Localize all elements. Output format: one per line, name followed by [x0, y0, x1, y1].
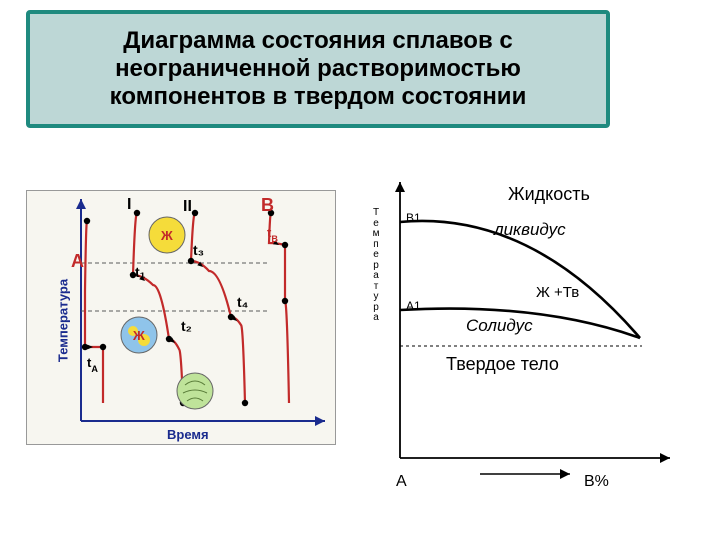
svg-text:Ж: Ж — [160, 228, 173, 243]
svg-text:t₂: t₂ — [181, 318, 192, 334]
right-svg: В1 А1 Жидкость ликвидус Ж +ТвСолидус Твердое … — [370, 170, 690, 490]
svg-text:I: I — [127, 196, 131, 213]
right-phase-diagram: Т е м п е р а т у р аВ1А1Жидкостьликвиду… — [370, 170, 690, 490]
svg-text:Ж +Тв: Ж +Тв — [536, 284, 579, 301]
svg-text:В1: В1 — [406, 211, 421, 225]
svg-text:ликвидус: ликвидус — [493, 220, 566, 239]
left-data-point — [282, 298, 288, 304]
left-data-point — [82, 344, 88, 350]
svg-text:Твердое тело: Твердое тело — [446, 354, 559, 374]
svg-text:А: А — [396, 473, 407, 490]
svg-text:t₄: t₄ — [237, 294, 248, 310]
svg-text:B: B — [261, 195, 274, 215]
svg-text:Солидус: Солидус — [466, 316, 533, 335]
left-cooling-curves-figure: ТемператураВремяЖЖABIIIt₁t₂t₃t₄tAtB — [26, 190, 336, 445]
left-data-point — [192, 210, 198, 216]
left-data-point — [84, 218, 90, 224]
left-data-point — [242, 400, 248, 406]
left-cooling-curve-A — [85, 221, 103, 403]
left-data-point — [188, 258, 194, 264]
svg-text:А1: А1 — [406, 299, 421, 313]
title-box: Диаграмма состояния сплавов с неограниче… — [26, 10, 610, 128]
svg-text:В%: В% — [584, 473, 609, 490]
svg-text:Жидкость: Жидкость — [508, 184, 590, 204]
left-data-point — [282, 242, 288, 248]
svg-text:II: II — [183, 198, 192, 215]
svg-text:t₃: t₃ — [193, 242, 204, 258]
svg-text:Ж: Ж — [132, 328, 145, 343]
left-svg: ЖЖABIIIt₁t₂t₃t₄tAtB — [27, 191, 336, 445]
svg-text:A: A — [71, 251, 84, 271]
svg-text:tA: tA — [87, 355, 98, 374]
left-data-point — [134, 210, 140, 216]
title-text: Диаграмма состояния сплавов с неограниче… — [42, 27, 594, 111]
svg-text:t₁: t₁ — [135, 264, 146, 280]
left-phase-circle — [177, 373, 213, 409]
left-data-point — [100, 344, 106, 350]
